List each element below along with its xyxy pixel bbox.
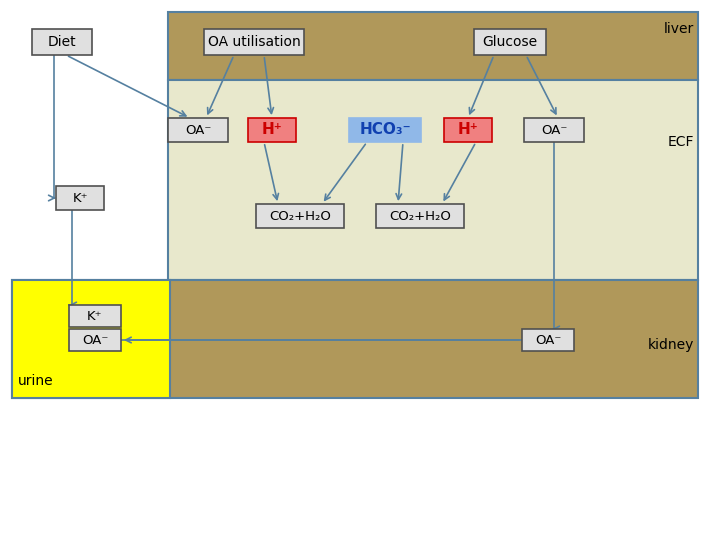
Text: CO₂+H₂O: CO₂+H₂O bbox=[269, 210, 331, 222]
Text: urine: urine bbox=[18, 374, 53, 388]
Text: CO₂+H₂O: CO₂+H₂O bbox=[389, 210, 451, 222]
Text: ECF: ECF bbox=[667, 135, 694, 149]
Bar bbox=[248, 118, 296, 142]
Text: HCO₃⁻: HCO₃⁻ bbox=[359, 123, 411, 138]
Text: H⁺: H⁺ bbox=[458, 123, 478, 138]
Bar bbox=[524, 118, 584, 142]
Bar bbox=[168, 80, 698, 280]
Bar bbox=[69, 329, 121, 351]
Text: OA⁻: OA⁻ bbox=[185, 124, 211, 137]
Bar bbox=[204, 29, 304, 55]
Text: liver: liver bbox=[664, 22, 694, 36]
Bar bbox=[256, 204, 344, 228]
Text: OA⁻: OA⁻ bbox=[535, 334, 561, 347]
Text: kidney: kidney bbox=[647, 338, 694, 352]
Text: Glucose: Glucose bbox=[482, 35, 538, 49]
Bar bbox=[12, 280, 170, 398]
Bar bbox=[444, 118, 492, 142]
Text: K⁺: K⁺ bbox=[87, 309, 103, 322]
Text: OA utilisation: OA utilisation bbox=[207, 35, 300, 49]
Bar bbox=[56, 186, 104, 210]
Text: Diet: Diet bbox=[48, 35, 76, 49]
Text: OA⁻: OA⁻ bbox=[541, 124, 567, 137]
Bar bbox=[12, 280, 698, 398]
Bar bbox=[168, 118, 228, 142]
Text: OA⁻: OA⁻ bbox=[82, 334, 108, 347]
Text: K⁺: K⁺ bbox=[72, 192, 88, 205]
Bar bbox=[349, 118, 421, 142]
Text: H⁺: H⁺ bbox=[261, 123, 282, 138]
Bar bbox=[69, 305, 121, 327]
Bar bbox=[522, 329, 574, 351]
Bar bbox=[32, 29, 92, 55]
Bar bbox=[376, 204, 464, 228]
Bar bbox=[168, 12, 698, 80]
Bar bbox=[474, 29, 546, 55]
